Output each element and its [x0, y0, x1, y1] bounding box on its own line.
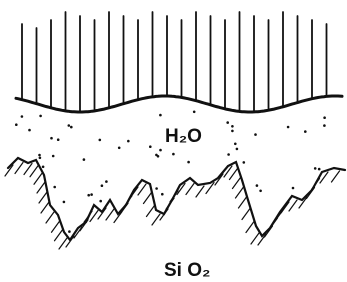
hatch [170, 191, 178, 202]
hatch [160, 209, 168, 220]
water-dot [70, 126, 73, 129]
water-dot [159, 149, 162, 152]
water-dot [118, 147, 121, 150]
water-dot [50, 137, 53, 140]
hatch [186, 184, 194, 195]
water-dot [292, 187, 295, 190]
hatch [289, 200, 297, 211]
water-dot [42, 166, 45, 169]
water-dot [68, 124, 71, 127]
hatch [147, 206, 155, 217]
water-dot [314, 167, 317, 170]
water-dot [15, 123, 18, 126]
water-dot [53, 186, 56, 189]
hatch [236, 187, 244, 198]
water-dot [155, 154, 158, 157]
water-dot [87, 194, 90, 197]
water-dot [105, 180, 108, 183]
water-dot [127, 140, 130, 143]
hatch [144, 193, 152, 204]
hatch [242, 209, 250, 220]
water-dot [234, 143, 237, 146]
water-dot [323, 116, 326, 119]
water-dot [254, 133, 257, 136]
page: {"labels": {"water": "H₂O", "substrate":… [0, 0, 347, 282]
water-dot [21, 115, 24, 118]
water-dot [99, 139, 102, 142]
diagram: H₂O Si O₂ [0, 0, 347, 282]
hatch [34, 173, 42, 184]
hatch [52, 221, 60, 232]
water-dot [172, 153, 175, 156]
water-dot [256, 184, 259, 187]
water-dot [28, 129, 31, 132]
water-dot [304, 130, 307, 133]
water-dot [259, 190, 262, 193]
water-dot [155, 187, 158, 190]
water-dot [57, 138, 60, 141]
water-dot [38, 154, 41, 157]
hatch [230, 169, 238, 180]
hatch [138, 184, 146, 195]
water-dot [68, 230, 71, 233]
hatch [41, 202, 49, 213]
water-dot [231, 125, 234, 128]
hatch [246, 222, 254, 233]
water-dot [101, 184, 104, 187]
hatch [332, 171, 340, 182]
water-dot [318, 168, 321, 171]
hatch [152, 214, 160, 225]
hatch [166, 198, 174, 209]
water-dot [227, 153, 230, 156]
substrate-label: Si O₂ [164, 260, 210, 281]
water-dot [226, 121, 229, 124]
water-label: H₂O [165, 126, 202, 147]
water-dot [90, 193, 93, 196]
hatch [15, 163, 23, 174]
water-dot [243, 161, 246, 164]
water-dot [193, 111, 196, 114]
hatch [196, 186, 204, 197]
hatch [251, 233, 259, 244]
water-dot [149, 145, 152, 148]
water-dot [159, 114, 162, 117]
hatch [106, 209, 114, 220]
water-dot [39, 157, 42, 160]
silica-surface [8, 158, 345, 240]
hatch [24, 164, 32, 175]
water-dot [161, 193, 164, 196]
hatch [239, 197, 247, 208]
water-dot [236, 148, 239, 151]
water-dot [323, 124, 326, 127]
water-dot [99, 200, 102, 203]
hatch [233, 178, 241, 189]
water-dot [63, 201, 66, 204]
water-dot [231, 130, 234, 133]
water-dot [287, 126, 290, 129]
hatch [30, 166, 38, 177]
hatch [39, 192, 47, 203]
hatch [55, 230, 63, 241]
water-dot [39, 115, 42, 118]
water-dot [187, 161, 190, 164]
hatch [37, 182, 45, 193]
hatch [46, 212, 54, 223]
hatch [312, 179, 320, 190]
water-dot [52, 155, 55, 158]
water-dot [83, 158, 86, 161]
